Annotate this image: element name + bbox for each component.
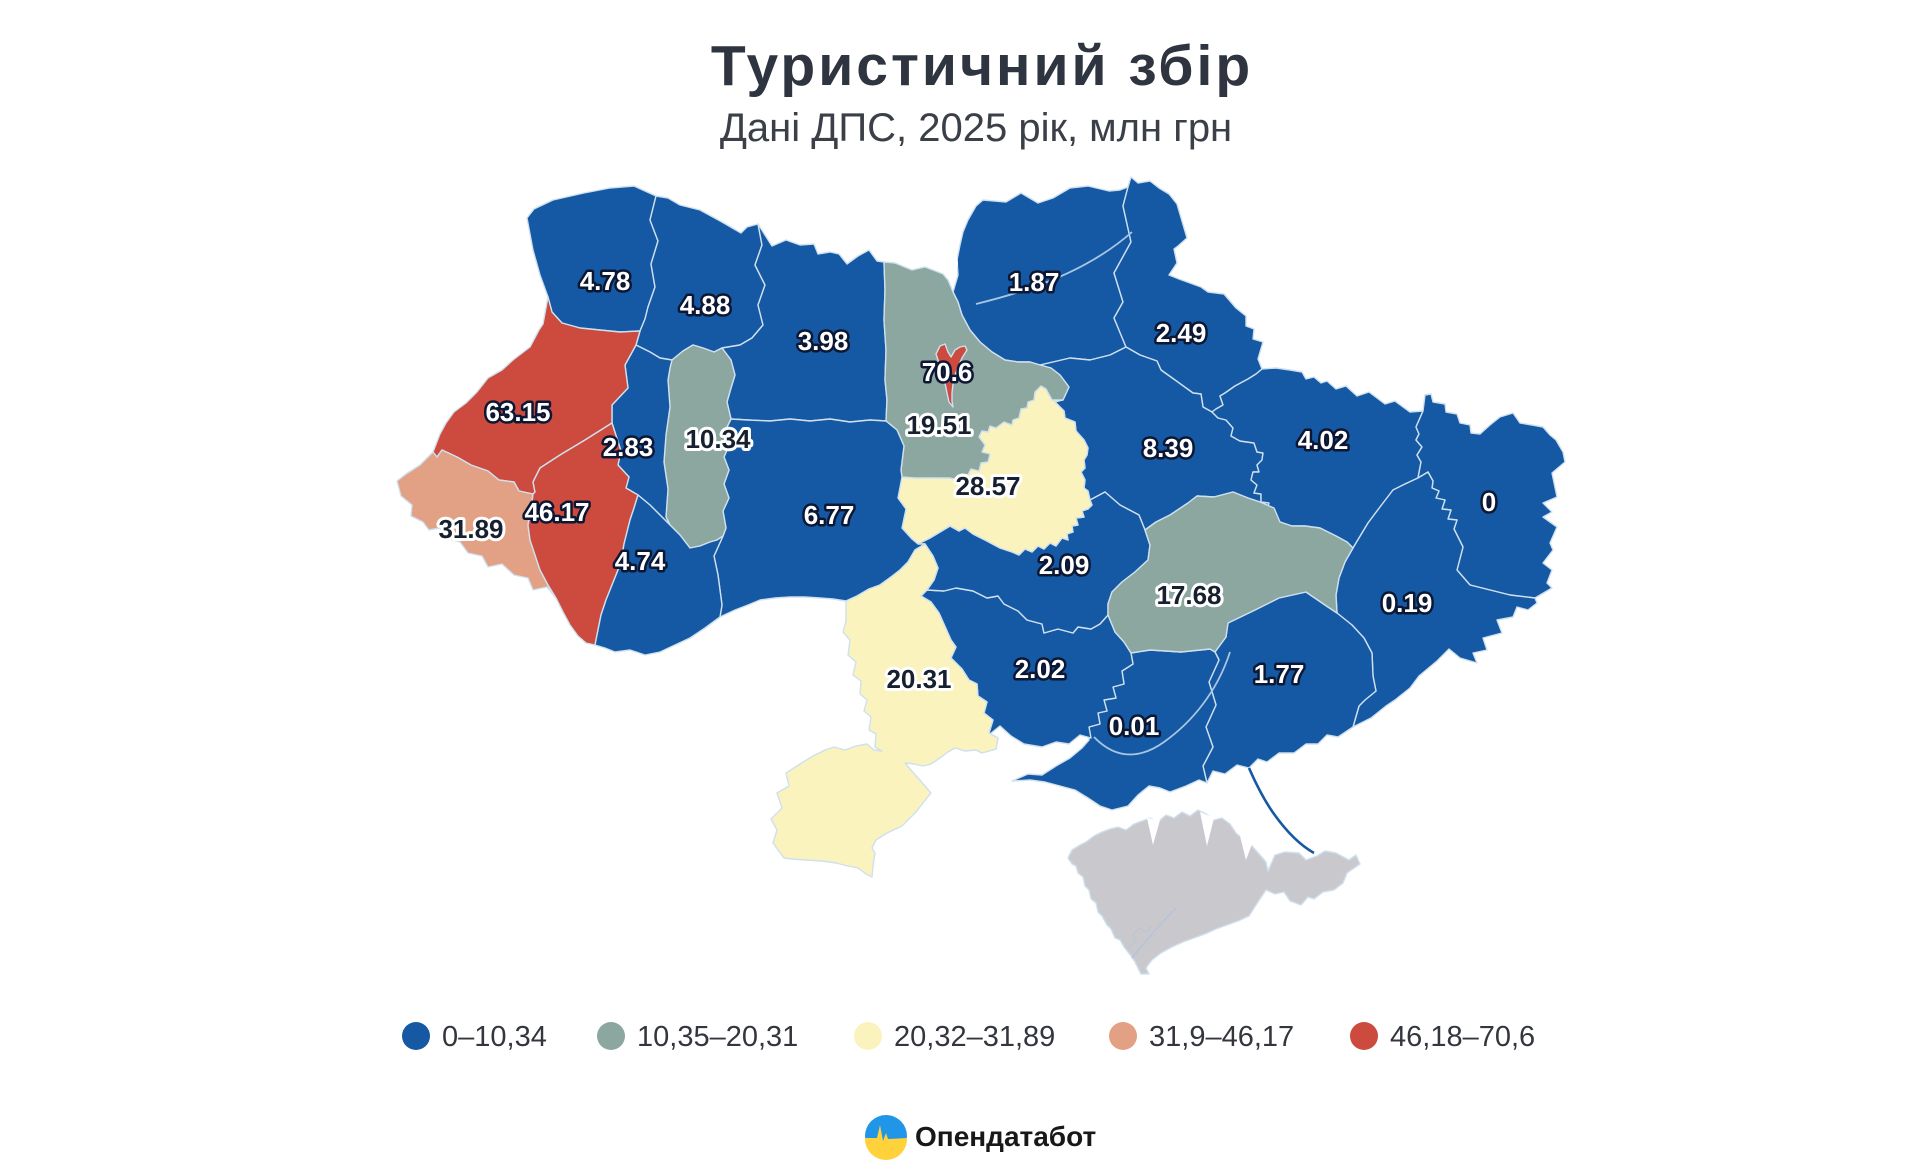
svg-text:1.77: 1.77 <box>1254 659 1305 689</box>
svg-text:4.74: 4.74 <box>615 546 666 576</box>
svg-text:4.78: 4.78 <box>580 266 631 296</box>
svg-text:4.88: 4.88 <box>680 290 731 320</box>
svg-text:0.19: 0.19 <box>1382 588 1433 618</box>
svg-text:0–10,34: 0–10,34 <box>442 1021 547 1053</box>
svg-text:2.49: 2.49 <box>1156 318 1207 348</box>
svg-text:Опендатабот: Опендатабот <box>915 1121 1096 1152</box>
svg-text:31,9–46,17: 31,9–46,17 <box>1149 1021 1294 1053</box>
svg-text:46,18–70,6: 46,18–70,6 <box>1390 1021 1535 1053</box>
svg-text:31.89: 31.89 <box>438 514 503 544</box>
svg-text:6.77: 6.77 <box>804 500 855 530</box>
svg-text:8.39: 8.39 <box>1143 433 1194 463</box>
svg-text:2.09: 2.09 <box>1039 550 1090 580</box>
svg-text:2.83: 2.83 <box>603 432 654 462</box>
svg-text:70.6: 70.6 <box>922 357 973 387</box>
svg-text:20,32–31,89: 20,32–31,89 <box>894 1021 1055 1053</box>
svg-text:10.34: 10.34 <box>685 424 751 454</box>
svg-text:19.51: 19.51 <box>906 410 971 440</box>
svg-text:3.98: 3.98 <box>798 326 849 356</box>
svg-text:20.31: 20.31 <box>886 664 951 694</box>
svg-text:63.15: 63.15 <box>485 397 550 427</box>
svg-text:10,35–20,31: 10,35–20,31 <box>637 1021 798 1053</box>
svg-text:28.57: 28.57 <box>955 471 1020 501</box>
svg-text:1.87: 1.87 <box>1009 267 1060 297</box>
svg-text:2.02: 2.02 <box>1015 654 1066 684</box>
svg-text:17.68: 17.68 <box>1156 580 1221 610</box>
svg-text:Туристичний збір: Туристичний збір <box>711 34 1253 98</box>
svg-text:0: 0 <box>1482 487 1496 517</box>
svg-text:Дані ДПС, 2025 рік, млн грн: Дані ДПС, 2025 рік, млн грн <box>720 106 1232 150</box>
svg-text:4.02: 4.02 <box>1298 425 1349 455</box>
svg-text:0.01: 0.01 <box>1109 711 1160 741</box>
svg-text:46.17: 46.17 <box>524 497 589 527</box>
